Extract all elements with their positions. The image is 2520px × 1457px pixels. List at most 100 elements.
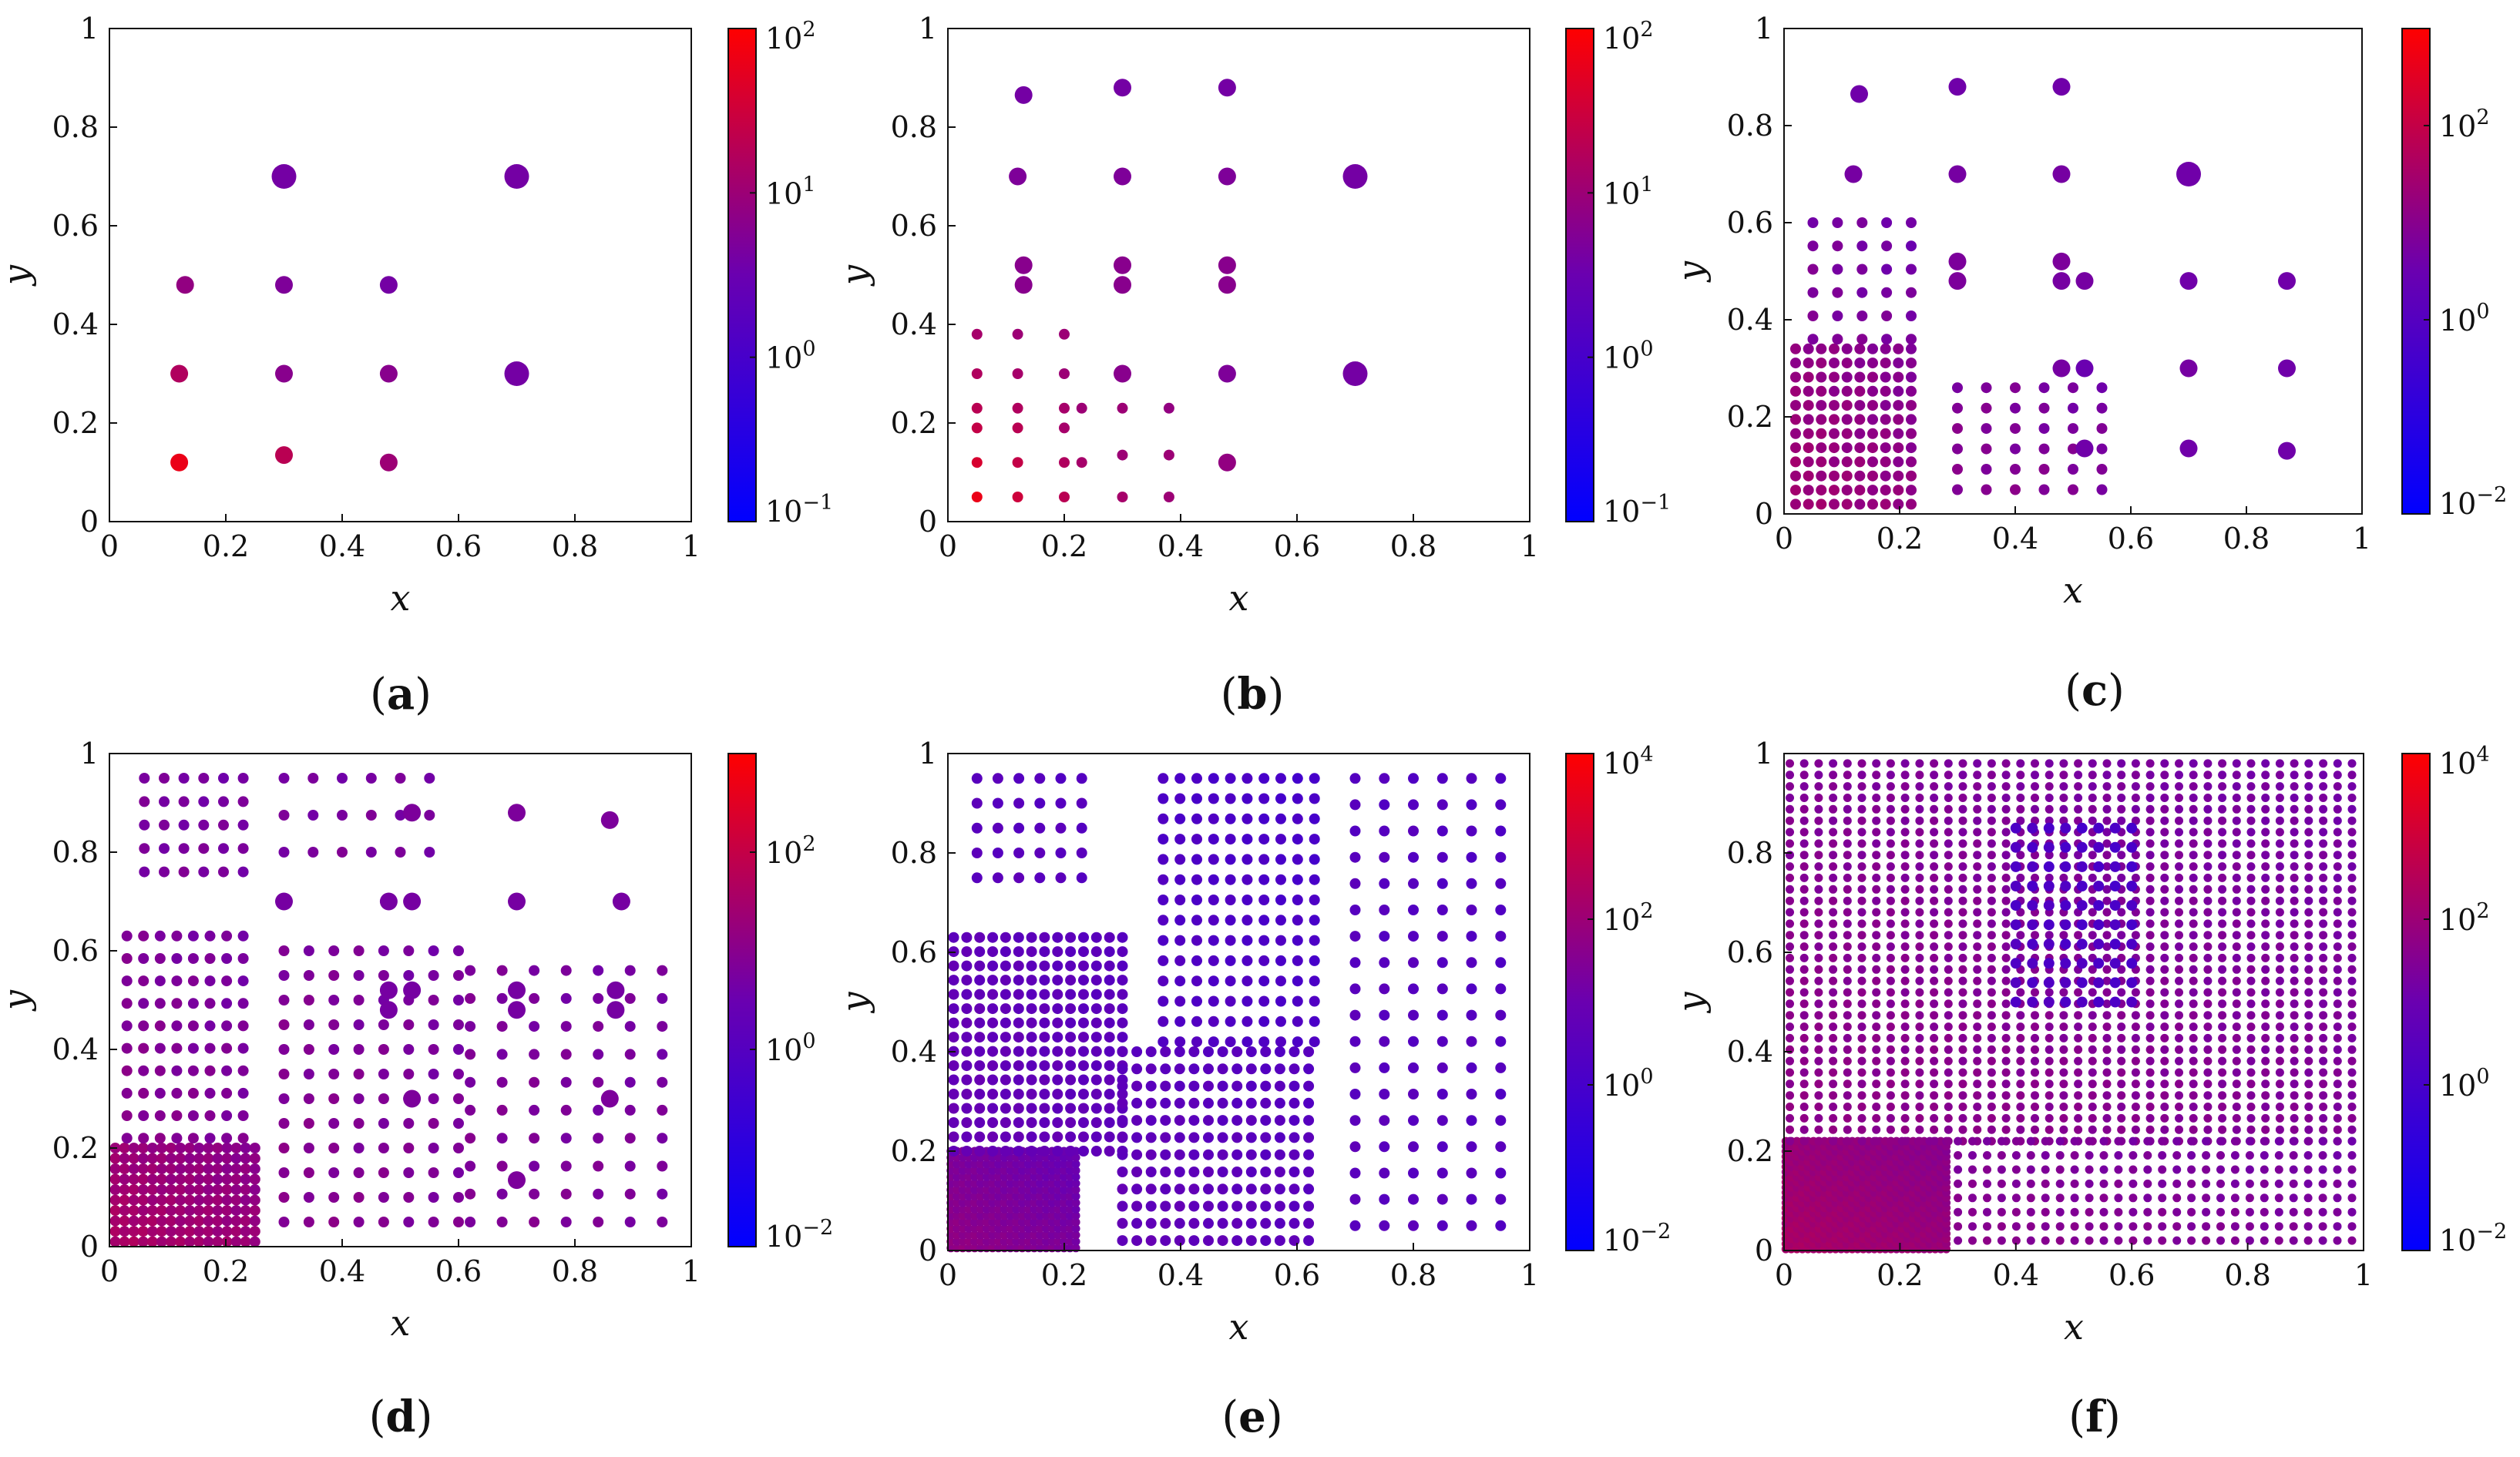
data-point — [1495, 1115, 1507, 1126]
data-point — [1843, 770, 1852, 780]
data-point — [1850, 85, 1868, 103]
data-point — [1018, 1224, 1026, 1234]
data-point — [2319, 873, 2328, 882]
data-point — [2117, 1125, 2126, 1134]
data-point — [1158, 1036, 1169, 1048]
data-point — [1814, 1011, 1823, 1020]
data-point — [1188, 1097, 1200, 1109]
data-point — [166, 1163, 176, 1174]
data-point — [1174, 773, 1186, 784]
data-point — [1944, 1068, 1953, 1077]
data-point — [2126, 977, 2138, 989]
data-point — [1829, 499, 1840, 510]
data-point — [1104, 1046, 1115, 1057]
y-tick-label: 0.8 — [891, 836, 937, 870]
data-point — [971, 422, 983, 434]
data-point — [2290, 931, 2299, 940]
data-point — [1060, 1173, 1069, 1181]
data-point — [1843, 782, 1852, 791]
data-point — [156, 1173, 167, 1185]
data-point — [1012, 1237, 1021, 1246]
data-point — [204, 975, 216, 987]
data-point — [218, 843, 229, 854]
data-point — [1495, 1062, 1507, 1073]
data-point — [1408, 878, 1419, 889]
data-point — [2093, 938, 2105, 950]
data-point — [2218, 828, 2227, 837]
data-point — [1987, 953, 1996, 962]
colorbar — [2401, 753, 2431, 1251]
data-point — [1379, 1167, 1390, 1179]
data-point — [2347, 1193, 2357, 1203]
data-point — [2261, 919, 2270, 928]
data-point — [1090, 1089, 1102, 1099]
data-point — [2160, 804, 2169, 814]
data-point — [109, 1153, 121, 1164]
data-point — [1042, 1192, 1050, 1201]
data-point — [1104, 1003, 1115, 1015]
data-point — [2117, 908, 2126, 917]
data-point — [529, 992, 540, 1004]
data-point — [946, 1198, 956, 1207]
data-point — [1039, 1074, 1050, 1086]
data-point — [1231, 1080, 1243, 1092]
data-point — [1242, 854, 1253, 865]
data-point — [1225, 854, 1236, 865]
data-point — [2085, 1179, 2094, 1188]
data-point — [2117, 1056, 2126, 1066]
data-point — [2289, 1222, 2298, 1231]
data-point — [1055, 848, 1067, 858]
data-point — [1829, 965, 1838, 974]
data-point — [2203, 976, 2213, 985]
data-point — [2102, 873, 2112, 882]
data-point — [109, 1215, 121, 1227]
data-point — [1065, 1074, 1077, 1086]
data-point — [946, 1160, 956, 1169]
data-point — [1303, 1132, 1315, 1143]
data-point — [2088, 965, 2097, 974]
data-point — [2010, 822, 2021, 834]
data-point — [970, 1198, 979, 1207]
data-point — [1872, 965, 1881, 974]
data-point — [2203, 931, 2213, 940]
data-point — [1078, 1046, 1089, 1057]
data-point — [1854, 385, 1866, 397]
data-point — [2189, 873, 2198, 882]
data-point — [2041, 1151, 2050, 1160]
data-point — [2059, 1045, 2068, 1054]
data-point — [2026, 1179, 2035, 1188]
data-point — [2319, 1103, 2328, 1111]
data-point — [593, 1133, 604, 1144]
data-point — [988, 1237, 997, 1246]
data-point — [1832, 334, 1843, 345]
data-point — [1900, 1068, 1910, 1077]
data-point — [1829, 828, 1838, 837]
data-point — [2203, 1103, 2213, 1111]
data-point — [1944, 816, 1953, 825]
data-point — [1039, 1131, 1050, 1143]
data-point — [1245, 1063, 1257, 1075]
data-point — [2218, 804, 2227, 814]
data-point — [1799, 1045, 1809, 1054]
data-point — [1131, 1183, 1143, 1195]
data-point — [953, 1173, 961, 1181]
data-point — [1012, 1179, 1021, 1188]
data-point — [2290, 908, 2299, 917]
data-point — [184, 1163, 196, 1174]
data-point — [2275, 1033, 2284, 1042]
data-point — [1065, 1230, 1074, 1240]
data-point — [328, 1118, 340, 1129]
data-point — [1872, 804, 1881, 814]
data-point — [1954, 1179, 1963, 1188]
data-point — [2114, 1151, 2123, 1160]
data-point — [240, 1236, 251, 1247]
data-point — [2347, 1056, 2357, 1066]
data-point — [1245, 1183, 1257, 1195]
data-point — [2074, 794, 2083, 802]
data-point — [1987, 770, 1996, 780]
data-point — [353, 1093, 365, 1104]
data-point — [1915, 931, 1924, 940]
data-point — [1915, 1091, 1924, 1100]
data-point — [2189, 794, 2198, 802]
data-point — [1076, 457, 1087, 468]
